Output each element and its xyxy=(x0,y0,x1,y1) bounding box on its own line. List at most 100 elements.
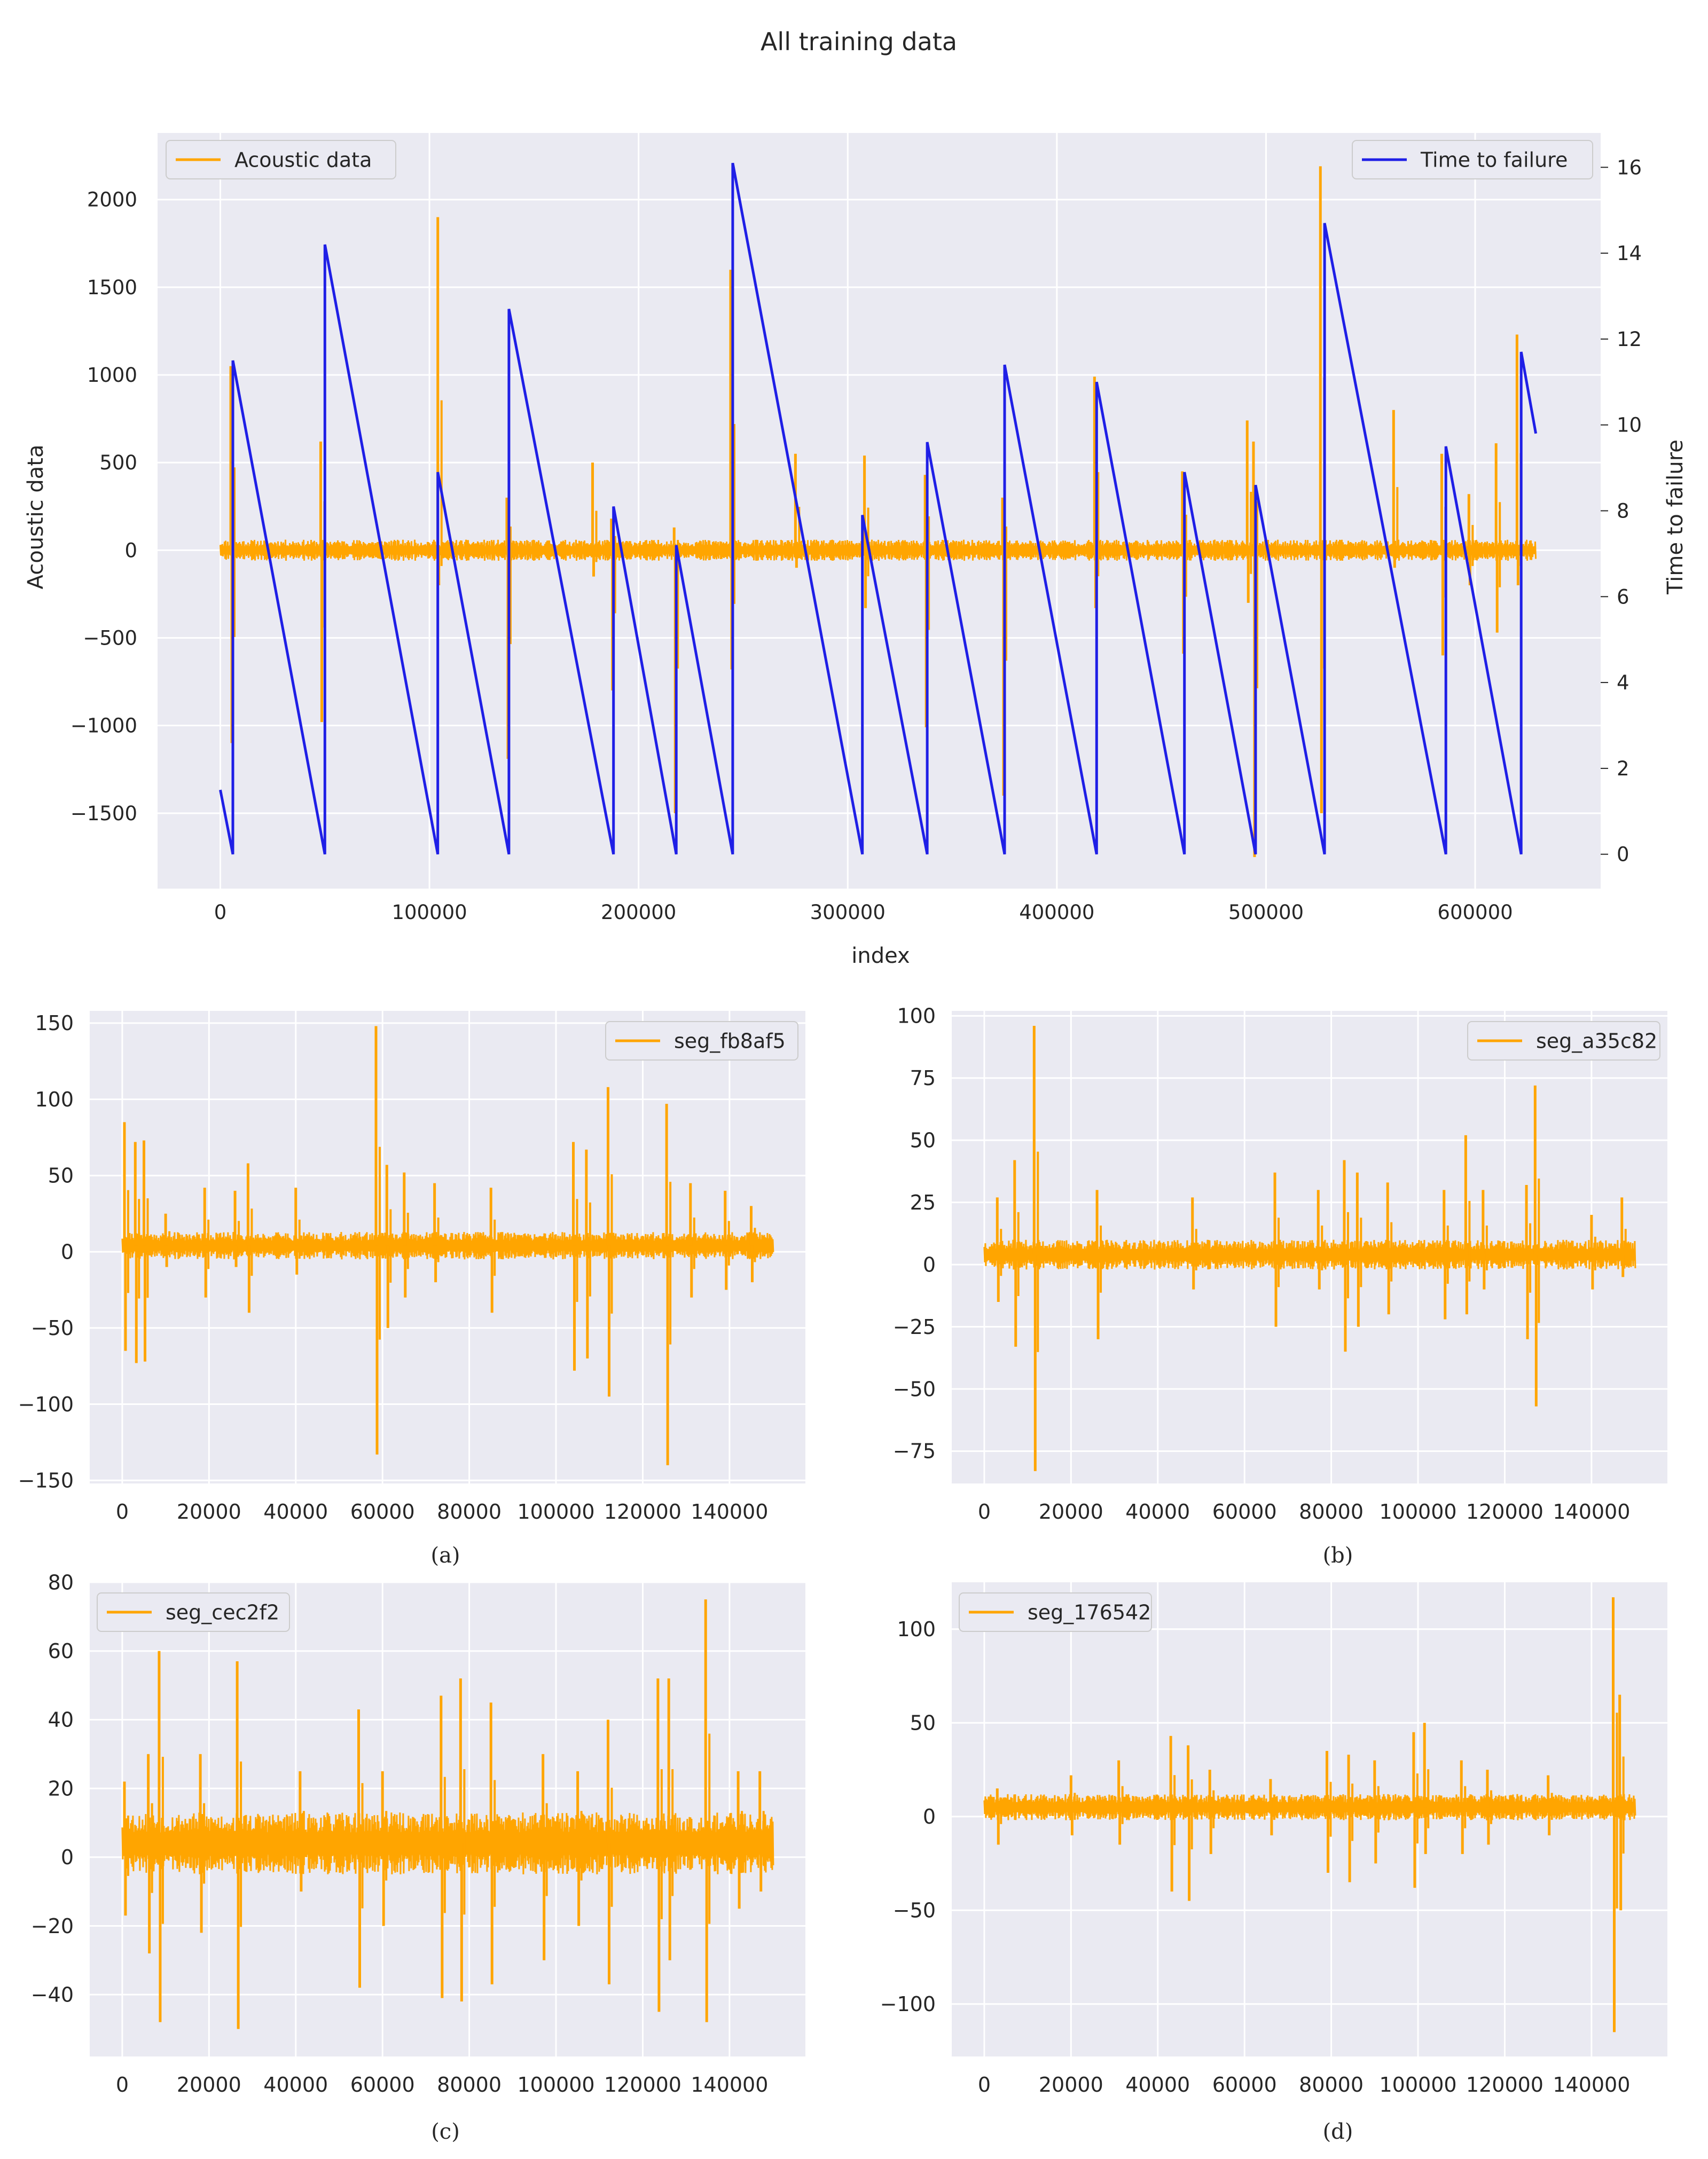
x-tick-label: 60000 xyxy=(350,2073,415,2097)
y-tick-label: 80 xyxy=(48,1571,74,1594)
y-tick-label: 50 xyxy=(48,1164,74,1188)
caption-d: (d) xyxy=(1323,2119,1353,2144)
y-tick-label: 0 xyxy=(61,1846,74,1869)
y-tick-label: 60 xyxy=(48,1639,74,1663)
legend-box xyxy=(605,1021,798,1061)
subplot-b: 0 20000 40000 60000 80000 100000 120000 140000 −… xyxy=(893,1004,1667,1524)
y-tick-label: 100 xyxy=(897,1004,936,1028)
y-tick-label: −100 xyxy=(18,1393,74,1416)
y-tick-label: 0 xyxy=(923,1253,936,1276)
y-tick-label: −50 xyxy=(893,1377,936,1401)
y-tick-label: 50 xyxy=(910,1712,936,1735)
subplot-d: 0 20000 40000 60000 80000 100000 120000 140000 −… xyxy=(880,1582,1667,2097)
y2-tick-label: 8 xyxy=(1617,500,1629,523)
x-tick-label: 80000 xyxy=(1299,1500,1364,1524)
x-tick-label: 140000 xyxy=(1553,1500,1630,1524)
x-tick-label: 80000 xyxy=(437,2073,502,2097)
y2-tick-label: 6 xyxy=(1617,585,1629,608)
x-tick-label: 100000 xyxy=(391,901,467,924)
caption-a: (a) xyxy=(430,1543,460,1568)
y-tick-label: −150 xyxy=(18,1469,74,1493)
y-tick-label: 100 xyxy=(897,1618,936,1641)
x-tick-label: 400000 xyxy=(1019,901,1094,924)
y-tick-label: −50 xyxy=(893,1899,936,1922)
y-tick-label: −1000 xyxy=(70,715,137,737)
x-tick-label: 120000 xyxy=(604,1500,681,1524)
y-tick-label: −100 xyxy=(880,1992,936,2016)
x-tick-label: 0 xyxy=(214,901,227,924)
x-tick-label: 80000 xyxy=(437,1500,502,1524)
y-tick-label: 40 xyxy=(48,1708,74,1732)
figure-title: All training data xyxy=(761,27,957,56)
y-tick-label: 75 xyxy=(910,1066,936,1090)
x-tick-label: 120000 xyxy=(1466,2073,1544,2097)
x-tick-label: 100000 xyxy=(1379,2073,1456,2097)
series-time-to-failure xyxy=(219,162,1538,855)
x-tick-label: 200000 xyxy=(601,901,676,924)
x-tick-label: 80000 xyxy=(1299,2073,1364,2097)
legend-label: seg_176542 xyxy=(1028,1601,1151,1624)
x-tick-label: 40000 xyxy=(1125,2073,1190,2097)
y2-tick-label: 4 xyxy=(1617,671,1629,694)
y-tick-label: 20 xyxy=(48,1777,74,1800)
y-tick-label: 100 xyxy=(35,1088,74,1111)
x-tick-label: 60000 xyxy=(1212,1500,1277,1524)
main-ylabel: Acoustic data xyxy=(23,445,48,590)
main-xlabel: index xyxy=(851,944,910,968)
y-tick-label: 150 xyxy=(35,1011,74,1035)
series-seg_fb8af5 xyxy=(121,1026,774,1465)
y2-tick-label: 14 xyxy=(1617,242,1642,265)
x-tick-label: 40000 xyxy=(263,2073,328,2097)
x-tick-label: 60000 xyxy=(1212,2073,1277,2097)
legend-box xyxy=(166,140,396,179)
y-tick-label: 500 xyxy=(99,451,137,474)
acoustic-noise xyxy=(220,539,1537,561)
subplot-c: 0 20000 40000 60000 80000 100000 120000 140000 −… xyxy=(31,1571,805,2097)
x-tick-label: 40000 xyxy=(1125,1500,1190,1524)
series-seg_a35c82 xyxy=(983,1025,1636,1471)
series-seg_cec2f2 xyxy=(121,1599,774,2029)
plot-background xyxy=(158,133,1601,889)
x-tick-label: 120000 xyxy=(604,2073,681,2097)
subplot-a: 0 20000 40000 60000 80000 100000 120000 140000 −… xyxy=(18,1011,805,1524)
legend-box xyxy=(959,1592,1152,1632)
y-tick-label: −1500 xyxy=(70,802,137,825)
y2-tick-label: 12 xyxy=(1617,328,1642,351)
segment-noise xyxy=(983,1794,1636,1820)
legend-label: seg_fb8af5 xyxy=(674,1030,786,1053)
x-tick-label: 0 xyxy=(978,2073,991,2097)
x-tick-label: 300000 xyxy=(810,901,886,924)
x-tick-label: 0 xyxy=(978,1500,991,1524)
legend-label: seg_a35c82 xyxy=(1536,1030,1657,1053)
x-tick-label: 0 xyxy=(116,2073,129,2097)
y2-tick-label: 0 xyxy=(1617,843,1629,866)
y-tick-label: 0 xyxy=(923,1805,936,1828)
y-tick-label: 25 xyxy=(910,1191,936,1214)
y2-tick-label: 2 xyxy=(1617,757,1629,780)
x-tick-label: 60000 xyxy=(350,1500,415,1524)
x-tick-label: 120000 xyxy=(1466,1500,1544,1524)
series-seg_176542 xyxy=(983,1597,1636,2032)
x-tick-label: 100000 xyxy=(517,2073,594,2097)
y-tick-label: 1500 xyxy=(87,276,137,299)
y-tick-label: 50 xyxy=(910,1129,936,1152)
segment-noise xyxy=(121,1812,774,1875)
y-tick-label: 2000 xyxy=(87,189,137,211)
y-tick-label: −25 xyxy=(893,1315,936,1339)
main-chart: 0 100000 200000 300000 400000 500000 600000−15… xyxy=(70,133,1642,924)
legend-label: seg_cec2f2 xyxy=(166,1601,279,1624)
y-tick-label: 1000 xyxy=(87,364,137,387)
x-tick-label: 20000 xyxy=(177,2073,241,2097)
legend-box xyxy=(1352,140,1593,179)
x-tick-label: 20000 xyxy=(177,1500,241,1524)
x-tick-label: 100000 xyxy=(517,1500,594,1524)
legend-label: Time to failure xyxy=(1420,148,1568,172)
caption-c: (c) xyxy=(431,2119,460,2144)
x-tick-label: 0 xyxy=(116,1500,129,1524)
segment-noise xyxy=(121,1231,774,1260)
x-tick-label: 140000 xyxy=(1553,2073,1630,2097)
x-tick-label: 20000 xyxy=(1039,2073,1103,2097)
y-tick-label: −500 xyxy=(83,626,137,649)
x-tick-label: 100000 xyxy=(1379,1500,1456,1524)
y-tick-label: −75 xyxy=(893,1440,936,1463)
